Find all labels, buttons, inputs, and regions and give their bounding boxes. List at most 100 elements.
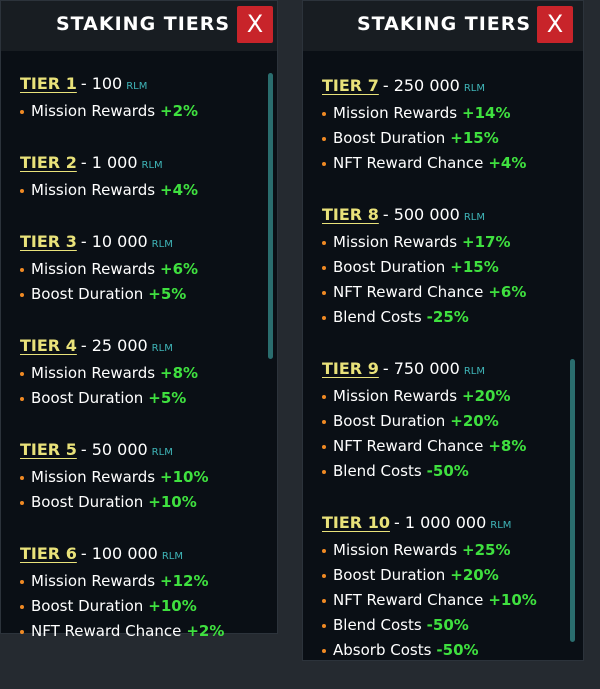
perk-bonus: -50% (426, 616, 469, 634)
tier-unit: RLM (151, 343, 173, 354)
bullet (20, 396, 24, 401)
perk-label: Blend Costs (333, 462, 422, 480)
tier-list: TIER 1- 100 RLM Mission Rewards +2% TIER 2- … (20, 71, 224, 670)
perk-bonus: +2% (160, 102, 199, 120)
tier-line: TIER 7- 250 000 RLM (322, 73, 537, 101)
tier-unit: RLM (141, 160, 163, 171)
tier-line: TIER 5- 50 000 RLM (20, 437, 224, 465)
perk: Blend Costs -25% (322, 305, 537, 330)
bullet (322, 623, 326, 628)
bullet (20, 579, 24, 584)
tier-unit: RLM (463, 83, 486, 94)
bullet (322, 648, 326, 653)
perk-label: Boost Duration (31, 493, 144, 511)
tier-line: TIER 1- 100 RLM (20, 71, 224, 99)
tier-unit: RLM (151, 239, 173, 250)
tier: TIER 9- 750 000 RLM Mission Rewards +20% Boo… (322, 356, 537, 484)
tier-unit: RLM (126, 81, 148, 92)
bullet (20, 500, 24, 505)
tier: TIER 1- 100 RLM Mission Rewards +2% (20, 71, 224, 124)
scrollbar[interactable] (268, 73, 273, 359)
bullet (322, 419, 326, 424)
perk: NFT Reward Chance +6% (322, 280, 537, 305)
tier-amount: - 750 000 (382, 359, 460, 378)
bullet (322, 265, 326, 270)
bullet (20, 371, 24, 376)
close-button[interactable]: X (237, 6, 273, 43)
bullet (322, 111, 326, 116)
perk-bonus: +15% (450, 129, 499, 147)
perk-bonus: +8% (488, 437, 527, 455)
perk: Mission Rewards +10% (20, 465, 224, 490)
tier: TIER 4- 25 000 RLM Mission Rewards +8% Boost… (20, 333, 224, 411)
perk-bonus: +5% (148, 285, 187, 303)
perk-bonus: +14% (462, 104, 511, 122)
panel-title: STAKING TIERS (56, 13, 231, 35)
bullet (322, 598, 326, 603)
bullet (322, 394, 326, 399)
perk-bonus: +2% (186, 622, 225, 640)
perk: Boost Duration +5% (20, 282, 224, 307)
perk-label: NFT Reward Chance (31, 622, 182, 640)
tier-name: TIER 4 (20, 336, 77, 355)
perk: Boost Duration +20% (322, 563, 537, 588)
perk: NFT Reward Chance +10% (322, 588, 537, 613)
perk-bonus: +5% (148, 389, 187, 407)
panel: STAKING TIERS X TIER 7- 250 000 RLM Missio… (302, 0, 584, 661)
perk-label: Mission Rewards (333, 233, 458, 251)
panel: STAKING TIERS X TIER 1- 100 RLM Mission Re… (0, 0, 278, 640)
perk-label: Mission Rewards (333, 104, 458, 122)
tier-name: TIER 2 (20, 153, 77, 172)
tier: TIER 2- 1 000 RLM Mission Rewards +4% (20, 150, 224, 203)
tier-name: TIER 3 (20, 232, 77, 251)
perk-label: Boost Duration (333, 258, 446, 276)
perk-label: Blend Costs (333, 616, 422, 634)
bullet (322, 240, 326, 245)
tier: TIER 5- 50 000 RLM Mission Rewards +10% Boos… (20, 437, 224, 515)
perk-bonus: +8% (160, 364, 199, 382)
perk-bonus: +4% (160, 181, 199, 199)
tier-unit: RLM (161, 551, 184, 562)
tier-name: TIER 10 (322, 513, 390, 532)
perk: Blend Costs -50% (322, 613, 537, 638)
tier-line: TIER 6- 100 000 RLM (20, 541, 224, 569)
bullet (20, 188, 24, 193)
tier-amount: - 500 000 (382, 205, 460, 224)
perk: Boost Duration +15% (322, 255, 537, 280)
perk-label: Boost Duration (333, 566, 446, 584)
tier-unit: RLM (463, 212, 486, 223)
scrollbar[interactable] (570, 359, 575, 642)
screen: STAKING TIERS X TIER 1- 100 RLM Mission Re… (0, 0, 584, 661)
bullet (20, 109, 24, 114)
perk: Mission Rewards +8% (20, 361, 224, 386)
perk-bonus: -25% (426, 308, 469, 326)
perk-bonus: +6% (488, 283, 527, 301)
tier-line: TIER 3- 10 000 RLM (20, 229, 224, 257)
bullet (20, 292, 24, 297)
perk-label: Boost Duration (333, 412, 446, 430)
perk: Mission Rewards +17% (322, 230, 537, 255)
close-button[interactable]: X (537, 6, 573, 43)
perk: NFT Reward Chance +2% (20, 619, 224, 644)
tier-amount: - 100 (80, 74, 123, 93)
tier-unit: RLM (151, 447, 173, 458)
perk: Mission Rewards +4% (20, 178, 224, 203)
tier-line: TIER 2- 1 000 RLM (20, 150, 224, 178)
perk: Boost Duration +10% (20, 594, 224, 619)
perk-label: NFT Reward Chance (333, 437, 484, 455)
bullet (322, 161, 326, 166)
tier: TIER 7- 250 000 RLM Mission Rewards +14% Boo… (322, 73, 537, 176)
bullet (20, 475, 24, 480)
bullet (20, 604, 24, 609)
perk-label: Mission Rewards (31, 102, 156, 120)
tier: TIER 10- 1 000 000 RLM Mission Rewards +25%… (322, 510, 537, 663)
bullet (322, 290, 326, 295)
perk-bonus: +10% (160, 468, 209, 486)
tier: TIER 3- 10 000 RLM Mission Rewards +6% Boost… (20, 229, 224, 307)
perk-label: Mission Rewards (31, 260, 156, 278)
perk: Boost Duration +20% (322, 409, 537, 434)
perk-bonus: +15% (450, 258, 499, 276)
bullet (322, 315, 326, 320)
bullet (322, 444, 326, 449)
bullet (20, 267, 24, 272)
